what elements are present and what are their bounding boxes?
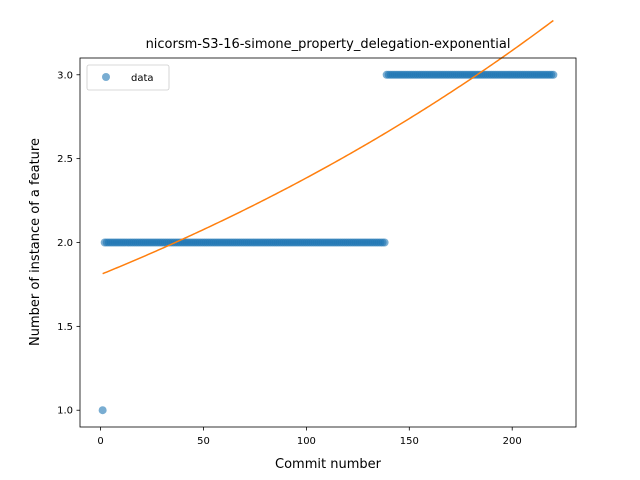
x-axis: 0 50 100 150 200 xyxy=(97,427,522,447)
data-point xyxy=(98,406,107,415)
x-axis-label: Commit number xyxy=(275,457,382,472)
legend-marker xyxy=(102,73,110,81)
legend-label-data: data xyxy=(131,73,154,84)
data-point xyxy=(380,238,389,247)
fit-line xyxy=(102,19,554,275)
x-tick-label: 100 xyxy=(297,436,316,447)
legend-box xyxy=(86,64,170,91)
y-axis: 1.0 1.5 2.0 2.5 3.0 xyxy=(57,70,80,417)
x-tick-label: 150 xyxy=(400,436,419,447)
legend: data xyxy=(86,64,170,91)
y-tick-label: 3.0 xyxy=(57,70,73,81)
data-points xyxy=(98,70,558,415)
y-tick-label: 2.5 xyxy=(57,154,73,165)
x-tick-label: 200 xyxy=(503,436,522,447)
x-tick-label: 0 xyxy=(97,436,103,447)
x-tick-label: 50 xyxy=(197,436,210,447)
plot-area xyxy=(79,19,577,428)
data-point xyxy=(549,70,558,79)
y-axis-label: Number of instance of a feature xyxy=(28,138,43,346)
chart-title: nicorsm-S3-16-simone_property_delegation… xyxy=(146,37,511,52)
y-tick-label: 1.0 xyxy=(57,406,73,417)
y-tick-label: 1.5 xyxy=(57,322,73,333)
y-tick-label: 2.0 xyxy=(57,238,73,249)
